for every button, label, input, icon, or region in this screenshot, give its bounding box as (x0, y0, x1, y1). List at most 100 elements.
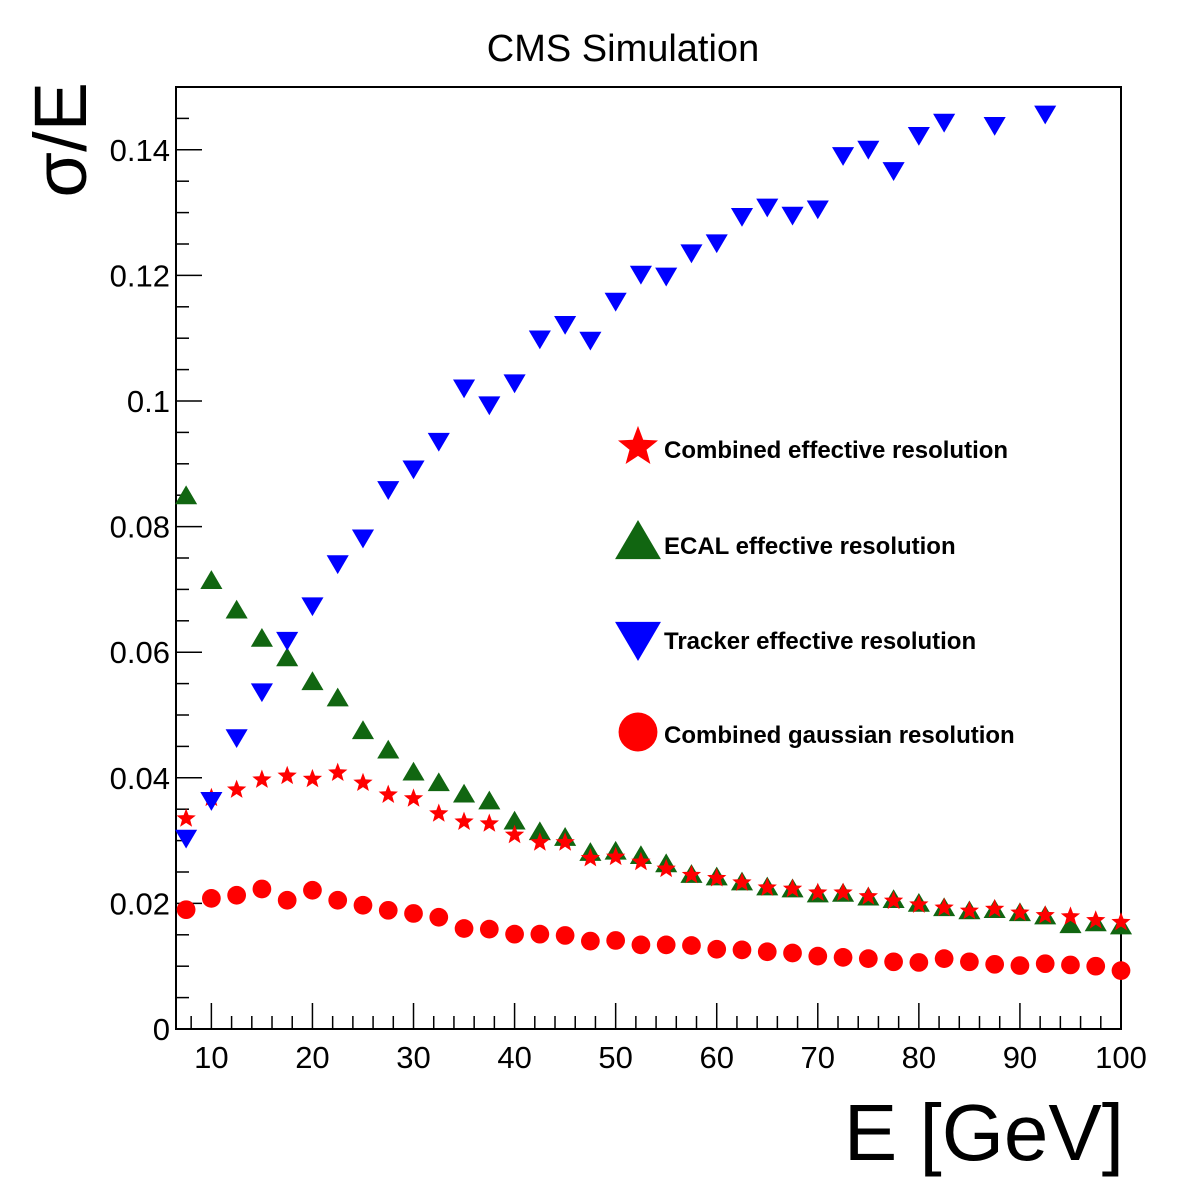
chart-title: CMS Simulation (487, 28, 759, 70)
x-tick-label: 100 (1095, 1040, 1147, 1075)
data-point (277, 890, 297, 910)
x-tick-label: 80 (902, 1040, 936, 1075)
data-point (580, 848, 600, 867)
data-point (427, 772, 450, 792)
data-point (1010, 902, 1030, 921)
legend-label: Combined gaussian resolution (664, 722, 1015, 749)
data-point (934, 949, 954, 969)
data-point (857, 140, 880, 160)
data-point (252, 879, 272, 899)
data-point (882, 162, 905, 181)
data-point (351, 529, 375, 549)
y-tick-label: 0.04 (110, 761, 170, 796)
data-point (378, 900, 398, 920)
data-point (579, 331, 602, 351)
data-point (858, 949, 878, 969)
x-tick-label: 20 (295, 1040, 329, 1075)
data-point (985, 954, 1005, 974)
data-point (554, 316, 577, 335)
data-point (1035, 954, 1055, 974)
legend-label: Combined effective resolution (664, 437, 1008, 464)
series-star (176, 762, 1131, 931)
data-point (227, 885, 247, 905)
data-point (303, 880, 322, 900)
data-point (1111, 961, 1131, 980)
data-point (200, 792, 223, 811)
data-point (326, 687, 349, 707)
y-axis: 0 0.02 0.04 0.06 0.08 0.1 0.12 0.14 (110, 86, 202, 1047)
data-point (427, 432, 450, 452)
data-point (353, 772, 373, 791)
data-point (1010, 956, 1030, 975)
series-triangle-down (175, 105, 1057, 849)
data-point (631, 851, 651, 871)
data-point (277, 765, 297, 785)
data-point (1111, 912, 1131, 931)
data-point (429, 907, 449, 927)
data-point (555, 832, 575, 851)
data-point (301, 597, 324, 617)
data-point (479, 919, 499, 939)
y-tick-label: 0.12 (110, 258, 170, 293)
data-point (732, 940, 752, 960)
data-point (656, 858, 676, 878)
data-point (606, 846, 626, 866)
data-point (478, 396, 501, 416)
data-point (353, 895, 373, 915)
data-point (555, 926, 575, 945)
y-axis-label: σ/E (19, 82, 102, 198)
data-point (377, 481, 400, 500)
legend-label: Tracker effective resolution (664, 628, 976, 655)
data-point (960, 952, 979, 972)
data-point (429, 803, 449, 822)
data-point (631, 935, 651, 955)
data-point (606, 931, 626, 950)
data-point (402, 460, 425, 480)
y-tick-label: 0.08 (110, 510, 170, 545)
data-point (730, 208, 754, 227)
legend-marker (615, 621, 661, 661)
data-point (985, 898, 1005, 918)
data-point (404, 904, 423, 923)
data-point (1034, 105, 1057, 125)
data-point (883, 890, 904, 910)
data-point (351, 720, 375, 740)
data-point (707, 868, 727, 887)
x-tick-label: 30 (396, 1040, 430, 1075)
data-point (833, 948, 853, 967)
data-point (909, 894, 929, 913)
data-point (707, 939, 727, 959)
data-point (909, 953, 929, 972)
data-point (732, 872, 752, 891)
data-point (1086, 910, 1106, 929)
data-point (528, 330, 551, 350)
data-point (705, 234, 728, 254)
data-point (176, 900, 196, 920)
data-point (276, 631, 299, 651)
data-point (454, 919, 474, 938)
data-point (604, 292, 627, 312)
data-point (681, 865, 702, 884)
data-point (782, 878, 803, 898)
data-point (983, 116, 1006, 136)
x-axis-label: E [GeV] (844, 1088, 1124, 1177)
data-point (478, 790, 501, 810)
data-point (783, 943, 802, 963)
data-point (378, 784, 398, 803)
data-point (808, 882, 828, 901)
data-point (200, 570, 223, 589)
data-point (806, 200, 829, 220)
data-point (682, 936, 701, 955)
data-point (503, 810, 526, 830)
data-point (454, 811, 474, 830)
x-tick-label: 40 (497, 1040, 531, 1075)
data-point (629, 265, 652, 285)
data-point (175, 485, 198, 505)
series-layer (175, 105, 1133, 980)
data-point (402, 761, 425, 781)
x-tick-label: 10 (194, 1040, 228, 1075)
data-point (757, 877, 777, 896)
data-point (328, 762, 348, 781)
